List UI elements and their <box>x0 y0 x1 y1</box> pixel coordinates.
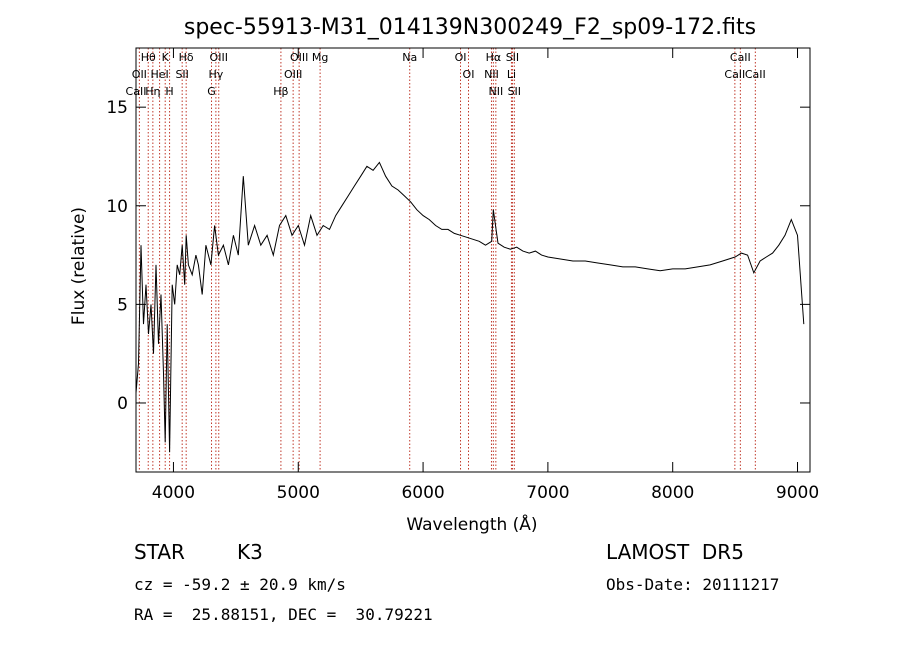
chart-title: spec-55913-M31_014139N300249_F2_sp09-172… <box>184 15 756 40</box>
spectral-line-label: SII <box>506 51 519 64</box>
spectral-line-label: Hα <box>486 51 502 64</box>
x-tick-label: 6000 <box>401 483 444 503</box>
spectral-line-label: G <box>207 85 216 98</box>
spectral-line-label: SII <box>508 85 521 98</box>
x-tick-label: 7000 <box>526 483 569 503</box>
observation-date: Obs-Date: 20111217 <box>606 575 780 594</box>
spectral-line-labels: Hθ OII CaII K HeI Hη H Hδ SII OIII Hγ G OIII OIII Hβ Mg… <box>126 51 766 98</box>
spectral-line-label: Mg <box>312 51 328 64</box>
y-tick-label: 5 <box>117 295 128 315</box>
spectral-line-label: OIII <box>290 51 308 64</box>
coordinates: RA = 25.88151, DEC = 30.79221 <box>134 605 433 624</box>
y-tick-label: 10 <box>106 197 128 217</box>
spectral-line-label: CaII <box>730 51 751 64</box>
x-tick-label: 5000 <box>277 483 320 503</box>
x-tick-label: 4000 <box>152 483 195 503</box>
spectral-line-markers <box>135 48 756 472</box>
survey-label: LAMOST DR5 <box>606 540 744 564</box>
spectral-line-label: OI <box>455 51 467 64</box>
plot-frame <box>135 47 811 473</box>
spectral-line-label: CaII <box>745 68 766 81</box>
y-axis-label: Flux (relative) <box>69 207 89 325</box>
spectral-line-label: OIII <box>210 51 228 64</box>
object-subclass: K3 <box>237 540 263 564</box>
spectral-line-label: NII <box>484 68 499 81</box>
spectral-line-label: Hδ <box>179 51 194 64</box>
spectral-line-label: OII <box>132 68 147 81</box>
x-axis-label: Wavelength (Å) <box>406 513 537 535</box>
spectral-line-label: HeI <box>150 68 168 81</box>
spectral-line-label: CaII <box>724 68 745 81</box>
spectral-line-label: SII <box>175 68 188 81</box>
spectral-line-label: Hθ <box>141 51 156 64</box>
spectral-line-label: K <box>162 51 170 64</box>
spectral-line-label: OI <box>463 68 475 81</box>
x-tick-label: 9000 <box>776 483 819 503</box>
spectral-line-label: OIII <box>284 68 302 81</box>
spectral-line-label: Na <box>402 51 417 64</box>
y-tick-label: 15 <box>106 98 128 118</box>
spectrum-series-line <box>135 161 805 453</box>
spectral-line-label: Hη <box>145 85 160 98</box>
spectral-line-label: Hγ <box>208 68 223 81</box>
spectral-line-label: Hβ <box>273 85 288 98</box>
y-tick-label: 0 <box>117 394 128 414</box>
x-tick-label: 8000 <box>651 483 694 503</box>
axis-ticks: 4000 5000 6000 7000 8000 9000 0 5 10 15 <box>106 48 819 503</box>
object-class: STAR <box>134 540 185 564</box>
redshift-velocity: cz = -59.2 ± 20.9 km/s <box>134 575 346 594</box>
spectral-line-label: NII <box>488 85 503 98</box>
spectral-line-label: H <box>165 85 173 98</box>
spectral-line-label: Li <box>507 68 516 81</box>
